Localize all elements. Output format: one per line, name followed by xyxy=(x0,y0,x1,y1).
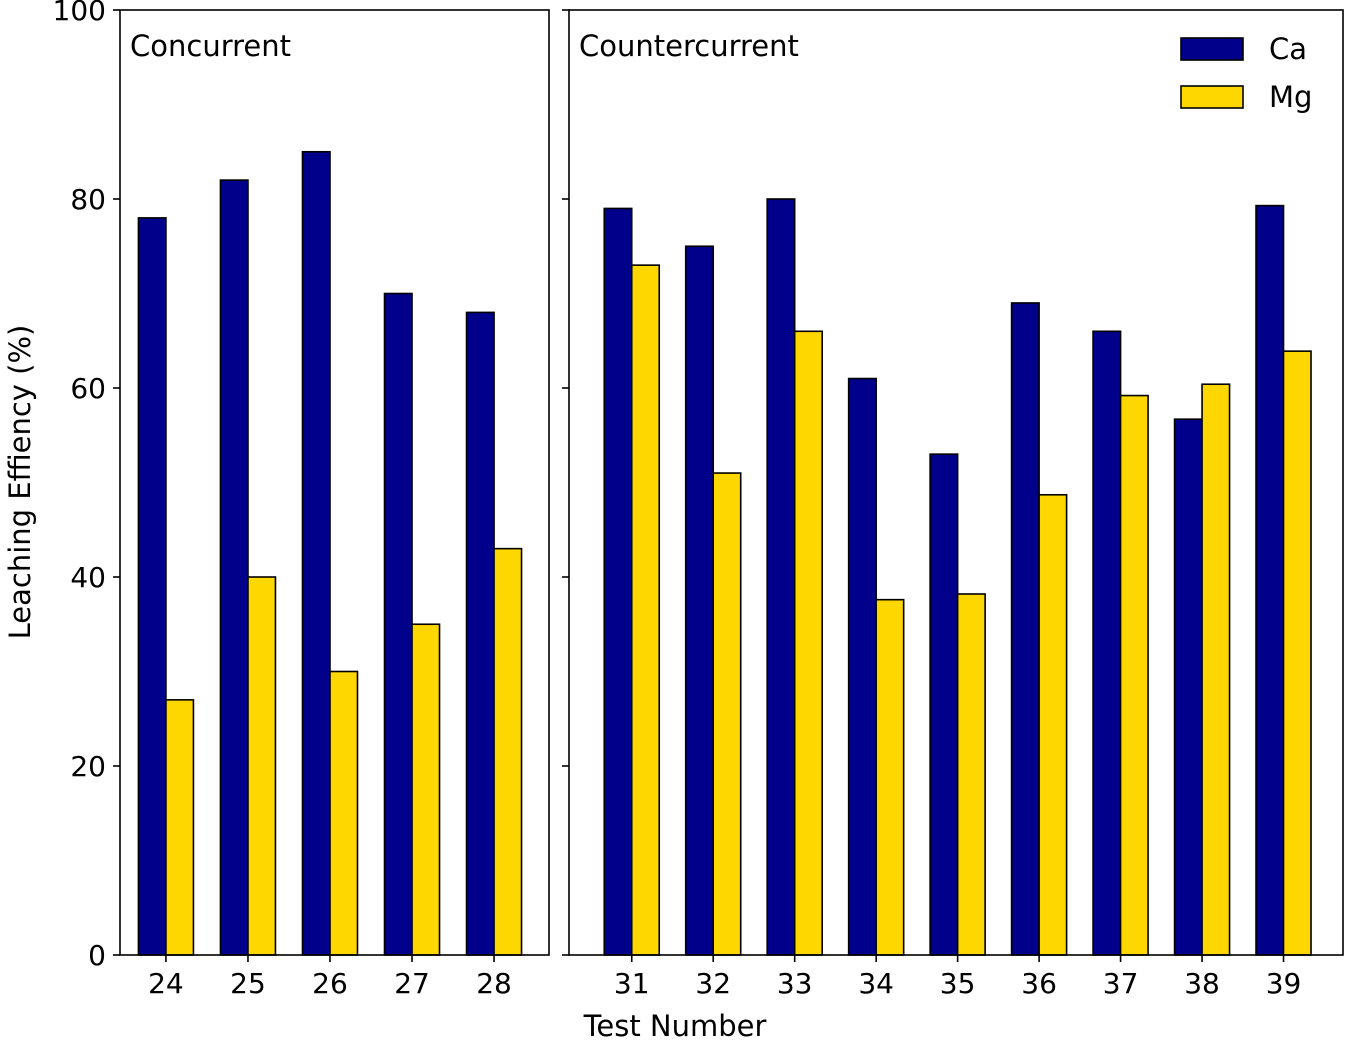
x-tick-label-24: 24 xyxy=(148,967,184,1000)
bar-mg-26 xyxy=(329,670,359,956)
x-tick-label-37: 37 xyxy=(1103,967,1139,1000)
x-tick-label-25: 25 xyxy=(230,967,266,1000)
y-tick-label-60: 60 xyxy=(70,372,106,405)
y-tick-label-0: 0 xyxy=(88,939,106,972)
bar-mg-34 xyxy=(875,598,905,956)
x-axis-label: Test Number xyxy=(583,1009,767,1043)
x-tick-label-38: 38 xyxy=(1184,967,1220,1000)
bar-ca-39 xyxy=(1255,204,1285,956)
x-tick-label-28: 28 xyxy=(476,967,512,1000)
x-tick-label-35: 35 xyxy=(940,967,976,1000)
panel-title-2: Countercurrent xyxy=(579,29,799,63)
y-tick-label-100: 100 xyxy=(53,0,106,27)
bar-ca-32 xyxy=(684,245,715,956)
bar-mg-38 xyxy=(1201,383,1231,956)
x-tick-label-36: 36 xyxy=(1021,967,1057,1000)
panel-title-1: Concurrent xyxy=(130,29,291,63)
bar-mg-27 xyxy=(411,623,441,956)
bar-mg-39 xyxy=(1282,350,1312,956)
bar-ca-33 xyxy=(766,198,796,956)
bar-mg-37 xyxy=(1119,394,1149,956)
y-tick-label-80: 80 xyxy=(70,183,106,216)
legend-label-ca: Ca xyxy=(1269,32,1307,66)
bar-ca-35 xyxy=(929,453,959,956)
x-tick-label-26: 26 xyxy=(312,967,348,1000)
bar-mg-31 xyxy=(630,264,661,956)
panel-frame-1 xyxy=(119,9,550,956)
y-axis-label: Leaching Effiency (%) xyxy=(3,325,37,640)
bar-mg-36 xyxy=(1038,493,1068,956)
legend-swatch-ca xyxy=(1180,37,1244,61)
x-tick-label-34: 34 xyxy=(858,967,894,1000)
bar-mg-25 xyxy=(247,576,277,956)
bar-ca-38 xyxy=(1173,418,1203,956)
bar-ca-37 xyxy=(1092,330,1122,956)
legend-label-mg: Mg xyxy=(1269,80,1312,114)
bar-ca-26 xyxy=(301,150,331,956)
bar-mg-32 xyxy=(712,472,742,956)
y-tick-label-20: 20 xyxy=(70,750,106,783)
x-tick-label-33: 33 xyxy=(777,967,813,1000)
legend-swatch-mg xyxy=(1180,85,1244,109)
bar-ca-27 xyxy=(383,292,413,956)
x-tick-label-39: 39 xyxy=(1266,967,1302,1000)
bar-ca-24 xyxy=(137,217,167,956)
bar-ca-28 xyxy=(465,311,495,956)
x-tick-label-32: 32 xyxy=(695,967,731,1000)
bar-mg-33 xyxy=(793,330,823,956)
y-tick-label-40: 40 xyxy=(70,561,106,594)
panel-frame-2 xyxy=(568,9,1344,956)
x-tick-label-31: 31 xyxy=(614,967,650,1000)
bar-mg-35 xyxy=(956,593,986,956)
bar-ca-31 xyxy=(603,207,633,956)
bar-ca-34 xyxy=(847,377,877,956)
x-tick-label-27: 27 xyxy=(394,967,430,1000)
bar-mg-28 xyxy=(493,547,523,956)
bar-ca-36 xyxy=(1010,302,1040,956)
bar-ca-25 xyxy=(219,179,249,956)
bar-mg-24 xyxy=(165,699,195,956)
